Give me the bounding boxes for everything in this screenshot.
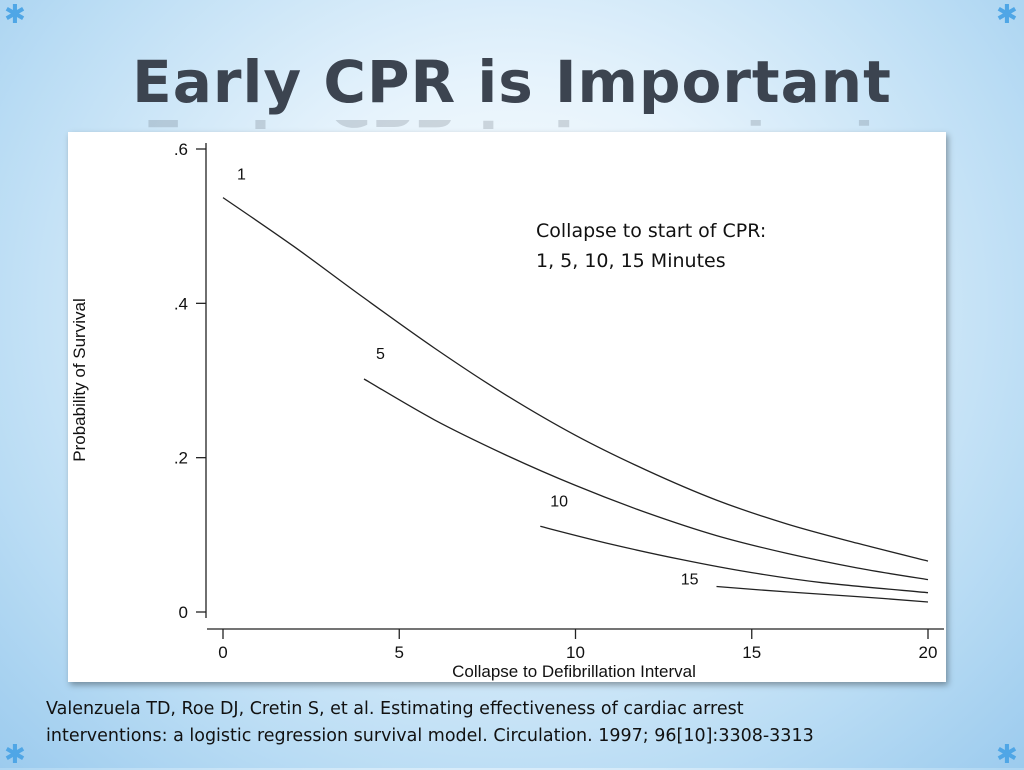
- citation-line-1: Valenzuela TD, Roe DJ, Cretin S, et al. …: [46, 699, 744, 719]
- x-tick-label: 0: [218, 643, 227, 662]
- star-decoration-icon: ✱: [996, 0, 1018, 30]
- chart-annotation: Collapse to start of CPR: 1, 5, 10, 15 M…: [536, 216, 766, 276]
- star-decoration-icon: ✱: [996, 740, 1018, 770]
- citation-line-2: interventions: a logistic regression sur…: [46, 726, 814, 746]
- x-tick-label: 15: [742, 643, 761, 662]
- curve-label-15: 15: [681, 572, 699, 589]
- survival-curve-5: [363, 378, 929, 581]
- annotation-line-2: 1, 5, 10, 15 Minutes: [536, 250, 726, 272]
- x-axis-title: Collapse to Defibrillation Interval: [452, 662, 696, 681]
- annotation-line-1: Collapse to start of CPR:: [536, 220, 767, 242]
- y-axis-title: Probability of Survival: [70, 298, 89, 461]
- survival-curve-10: [540, 525, 929, 594]
- star-decoration-icon: ✱: [4, 0, 26, 30]
- x-tick-label: 5: [395, 643, 404, 662]
- x-tick-label: 10: [566, 643, 585, 662]
- survival-curve-1: [222, 197, 929, 562]
- y-tick-label: .2: [174, 449, 188, 468]
- curve-label-1: 1: [237, 167, 246, 184]
- chart-panel: 0.2.4.6 0 5 10 15 20 1 5 10 15 Collapse to Defib…: [68, 132, 946, 682]
- x-tick-label: 20: [919, 643, 938, 662]
- star-decoration-icon: ✱: [4, 740, 26, 770]
- citation: Valenzuela TD, Roe DJ, Cretin S, et al. …: [46, 696, 1006, 750]
- y-tick-label: 0: [179, 603, 188, 622]
- slide-title: Early CPR is Important: [132, 48, 892, 116]
- curve-label-5: 5: [376, 346, 385, 363]
- survival-curve-15: [716, 585, 929, 603]
- y-tick-label: .4: [174, 294, 188, 313]
- curve-label-10: 10: [550, 493, 568, 510]
- y-tick-label: .6: [174, 140, 188, 159]
